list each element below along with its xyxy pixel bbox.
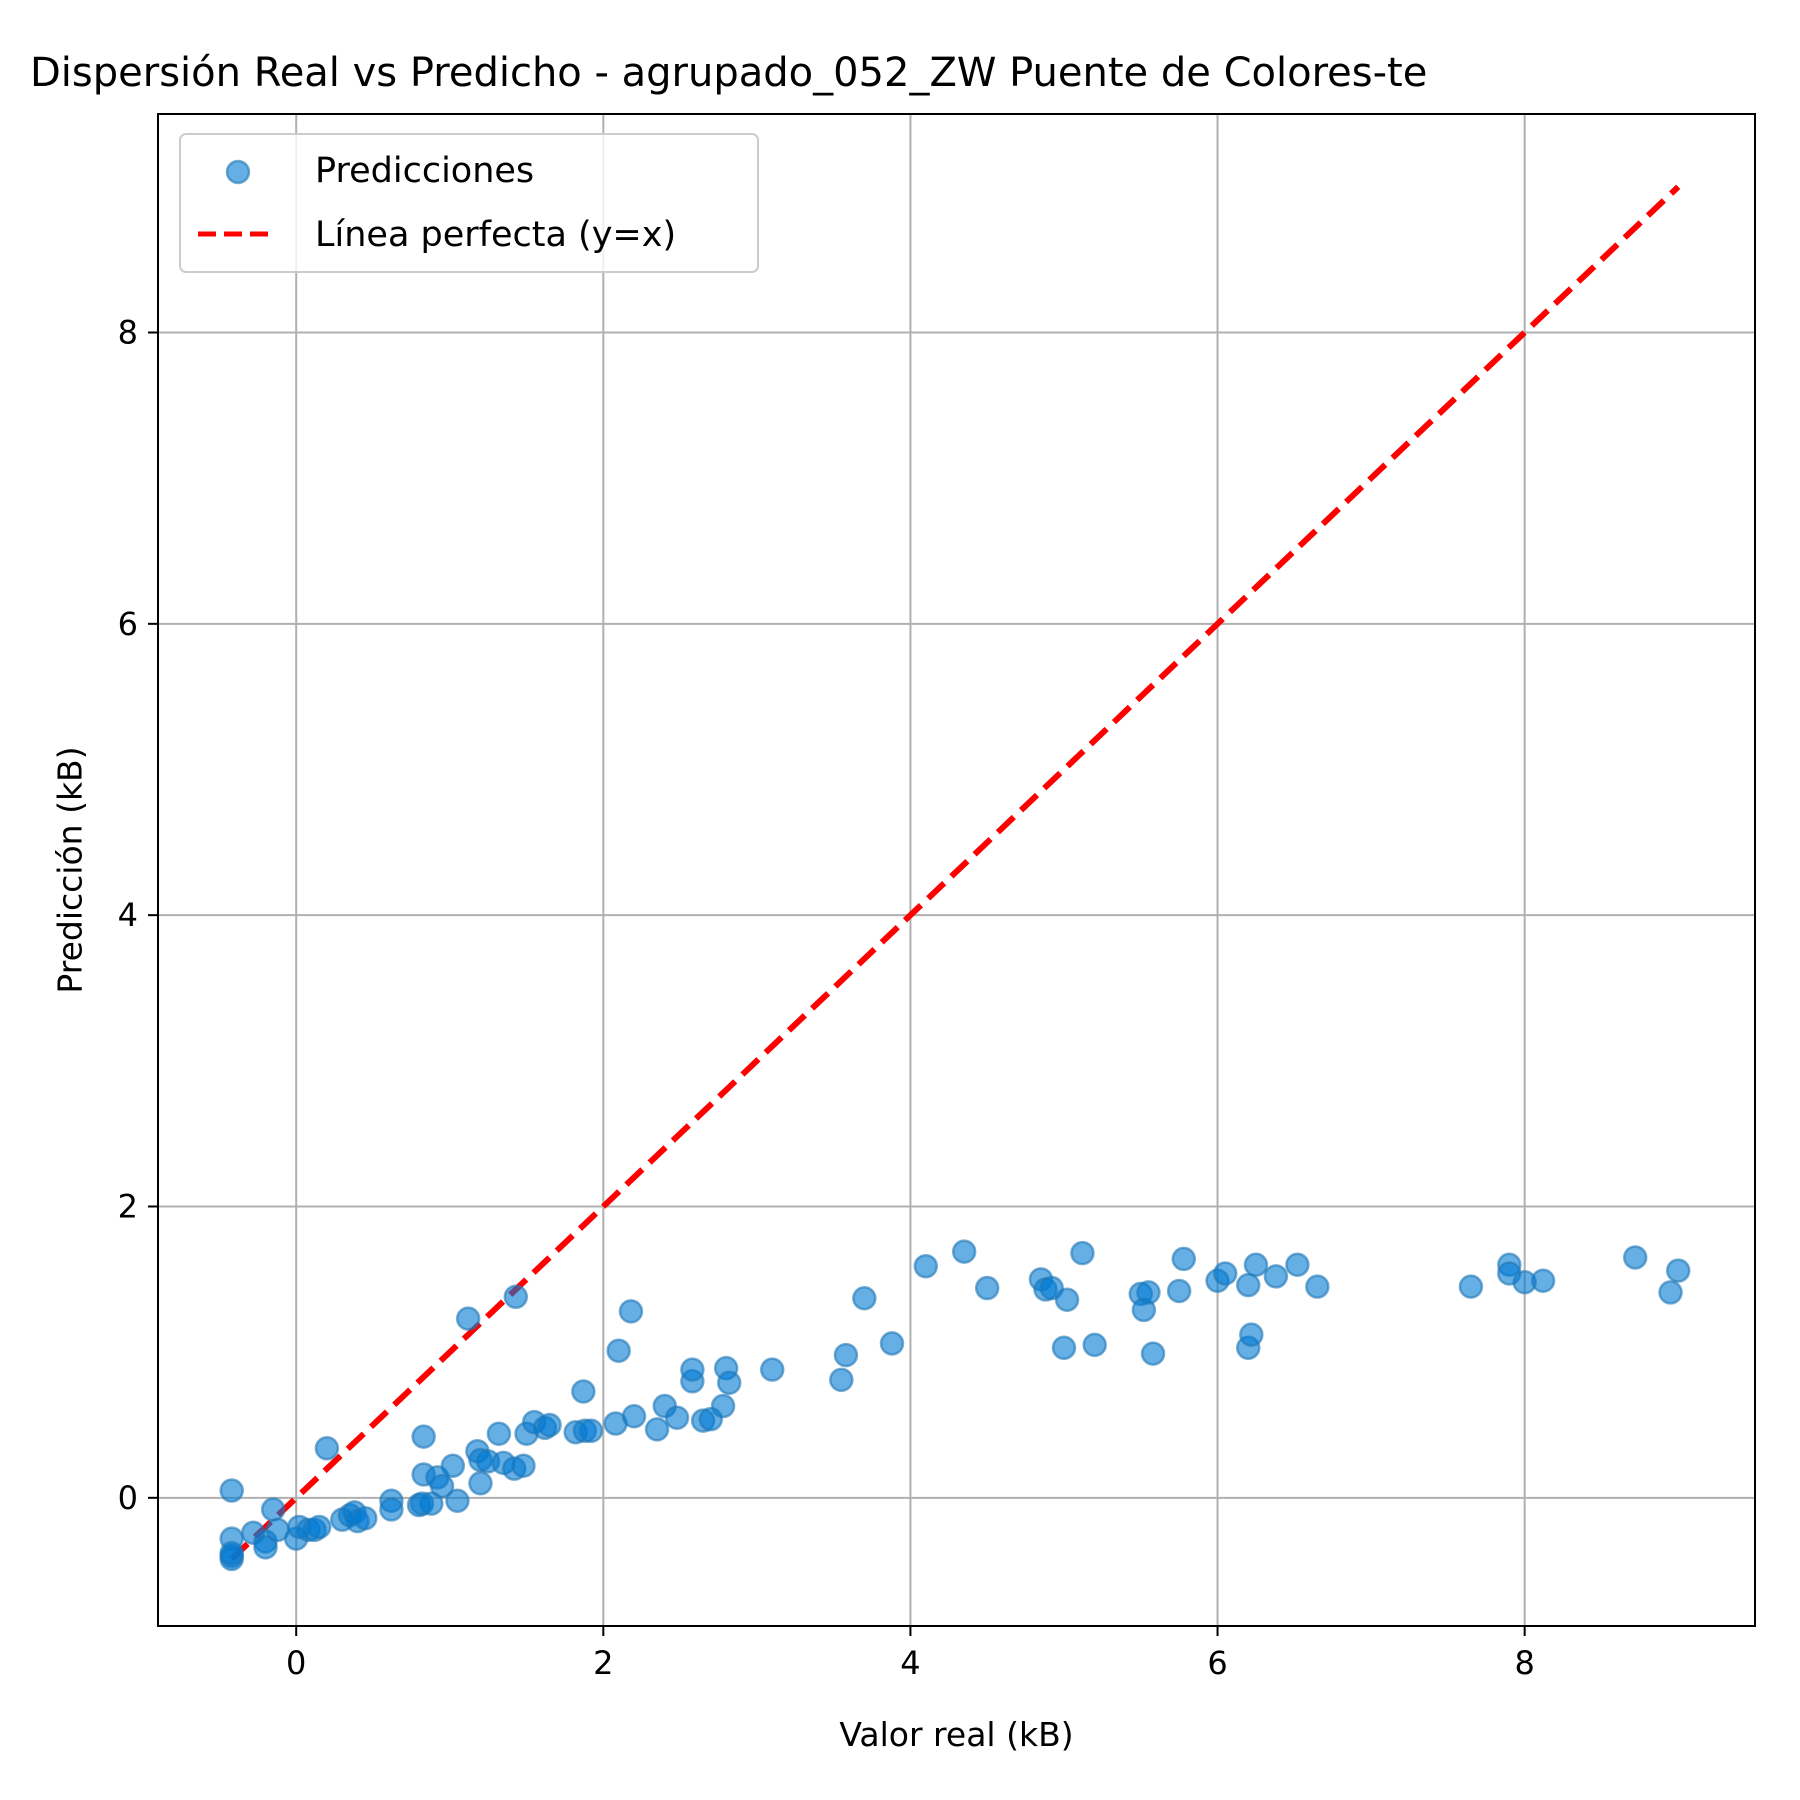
scatter-point — [1263, 1264, 1289, 1289]
perfect-line-layer — [229, 184, 1681, 1562]
scatter-point — [621, 1403, 647, 1429]
scatter-point — [578, 1418, 604, 1444]
x-tick-label: 8 — [1514, 1644, 1534, 1682]
y-tick-label: 8 — [118, 313, 138, 351]
scatter-point — [511, 1453, 536, 1479]
plot-frame — [157, 113, 1756, 1627]
legend-label-linea-perfecta: Línea perfecta (y=x) — [315, 215, 676, 255]
scatter-point — [455, 1306, 481, 1331]
scatter-point — [440, 1453, 466, 1479]
scatter-point — [314, 1436, 340, 1461]
scatter-point — [1051, 1335, 1077, 1361]
legend-box — [179, 133, 759, 273]
scatter-point — [411, 1424, 436, 1449]
x-tick-label: 0 — [286, 1644, 306, 1682]
scatter-point — [1070, 1240, 1095, 1266]
scatter-point — [974, 1275, 1000, 1301]
scatter-point — [833, 1342, 859, 1368]
scatter-point — [1140, 1341, 1166, 1366]
scatter-point — [951, 1239, 977, 1264]
scatter-point — [503, 1284, 529, 1310]
scatter-point — [219, 1540, 244, 1566]
scatter-point — [680, 1357, 705, 1382]
perfect-line — [229, 184, 1681, 1562]
axis-ticks: 0 2 4 6 8 0 2 4 6 8 — [118, 313, 1535, 1682]
scatter-point — [1622, 1245, 1648, 1270]
scatter-point — [913, 1253, 939, 1279]
scatter-point — [445, 1488, 470, 1513]
scatter-point — [571, 1379, 596, 1404]
scatter-point — [618, 1299, 644, 1324]
x-tick-label: 4 — [900, 1644, 920, 1682]
scatter-point — [1530, 1268, 1556, 1294]
y-tick-label: 6 — [118, 605, 138, 643]
scatter-point — [759, 1357, 785, 1382]
scatter-point — [253, 1535, 278, 1560]
scatter-point — [664, 1405, 690, 1430]
scatter-point — [260, 1497, 286, 1522]
scatter-point — [1166, 1278, 1192, 1304]
scatter-point — [1212, 1261, 1238, 1286]
scatter-point — [468, 1470, 493, 1496]
legend-scatter-marker — [225, 159, 251, 185]
scatter-point — [219, 1478, 244, 1503]
scatter-point — [716, 1370, 742, 1395]
scatter-point — [710, 1393, 736, 1419]
scatter-point — [1658, 1280, 1683, 1305]
scatter-point — [606, 1338, 631, 1363]
scatter-point — [1305, 1274, 1330, 1299]
legend: Predicciones Línea perfecta (y=x) — [179, 133, 759, 273]
scatter-point — [486, 1421, 512, 1446]
chart-title: Dispersión Real vs Predicho - agrupado_0… — [30, 50, 1427, 96]
scatter-point — [429, 1473, 455, 1499]
scatter-point — [1082, 1332, 1107, 1358]
scatter-point — [852, 1286, 877, 1311]
scatter-point — [1171, 1246, 1197, 1272]
y-tick-label: 0 — [118, 1479, 138, 1517]
scatter-point — [829, 1367, 854, 1393]
scatter-point — [1136, 1280, 1161, 1305]
x-axis-label: Valor real (kB) — [839, 1715, 1073, 1754]
points-layer — [219, 1239, 1691, 1572]
y-tick-label: 2 — [118, 1187, 138, 1225]
x-tick-label: 2 — [593, 1644, 613, 1682]
scatter-point — [879, 1331, 905, 1356]
scatter-point — [1243, 1252, 1269, 1278]
y-axis-label: Predicción (kB) — [51, 746, 90, 993]
scatter-point — [1458, 1274, 1484, 1299]
scatter-point — [1285, 1252, 1310, 1278]
scatter-point — [1665, 1258, 1691, 1283]
x-tick-label: 6 — [1207, 1644, 1227, 1682]
scatter-point — [379, 1497, 404, 1522]
scatter-point — [1236, 1272, 1261, 1298]
y-tick-label: 4 — [118, 896, 138, 934]
scatter-point — [537, 1412, 562, 1438]
scatter-point — [353, 1505, 378, 1531]
scatter-point — [306, 1514, 332, 1540]
scatter-point — [1239, 1322, 1264, 1347]
legend-label-predicciones: Predicciones — [315, 151, 534, 191]
scatter-point — [419, 1491, 444, 1516]
scatter-point — [1054, 1287, 1080, 1312]
scatter-point — [644, 1417, 670, 1442]
